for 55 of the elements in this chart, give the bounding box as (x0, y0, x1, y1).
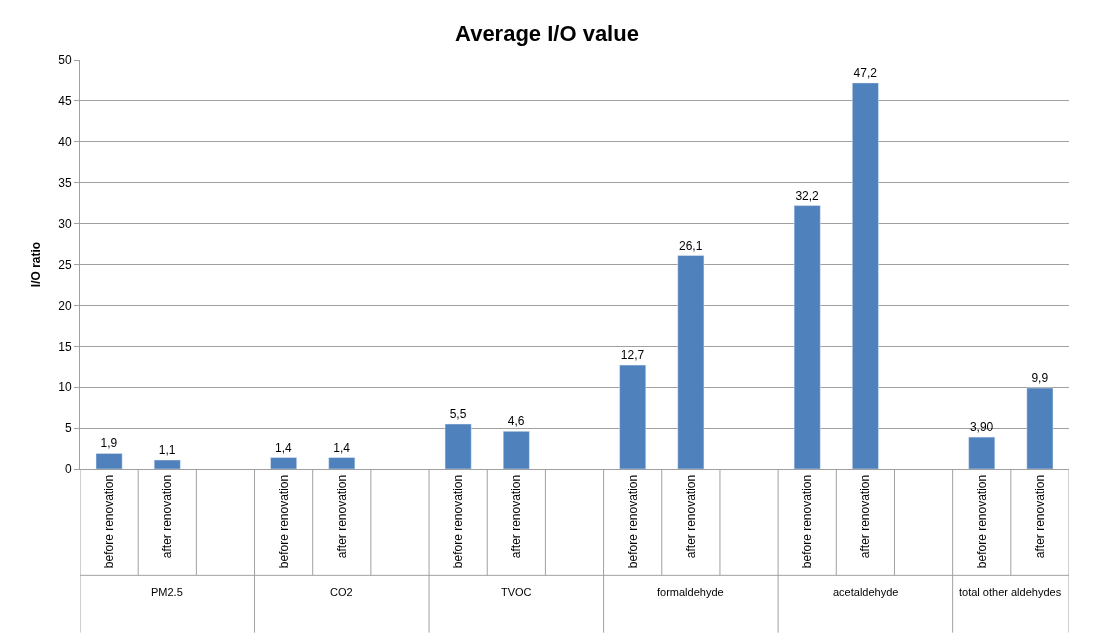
text: acetaldehyde (833, 586, 899, 598)
x-tick-label: after renovation (858, 474, 873, 559)
bar (328, 457, 356, 469)
text: total other aldehydes (959, 586, 1062, 598)
data-label: 12,7 (620, 348, 645, 363)
text: formaldehyde (657, 586, 724, 598)
bar (95, 453, 123, 469)
y-tick-label: 25 (58, 257, 72, 272)
x-tick-label: before renovation (276, 474, 291, 569)
data-label: 3,90 (969, 420, 994, 435)
text: PM2.5 (151, 586, 183, 598)
y-axis-title: I/O ratio (28, 241, 43, 288)
data-label: 47,2 (853, 65, 878, 80)
bar (270, 457, 297, 469)
y-tick-label: 30 (58, 216, 72, 231)
data-label: 26,1 (679, 238, 703, 253)
y-tick-label: 5 (64, 421, 72, 436)
bar (502, 431, 530, 469)
x-tick-label: after renovation (683, 474, 698, 559)
data-label: 1,1 (158, 443, 176, 457)
text: TVOC (501, 586, 532, 598)
y-tick-label: 15 (58, 339, 72, 354)
bar (793, 205, 821, 469)
bar (153, 459, 181, 469)
y-tick-label: 40 (58, 135, 72, 149)
y-tick-label: 45 (58, 94, 72, 109)
y-tick-label: 50 (58, 53, 72, 68)
x-tick-label: before renovation (101, 474, 116, 569)
x-tick-label: after renovation (1032, 474, 1047, 559)
x-tick-label: before renovation (974, 474, 989, 569)
text: CO2 (330, 586, 353, 598)
bar (968, 436, 996, 469)
bar (444, 423, 472, 469)
y-tick-label: 0 (64, 462, 72, 477)
data-label: 5,5 (449, 407, 467, 422)
x-tick-label: after renovation (334, 474, 349, 559)
data-label: 1,4 (333, 440, 351, 455)
bar (619, 364, 647, 469)
data-label: 4,6 (507, 414, 525, 429)
x-tick-label: before renovation (800, 474, 815, 569)
bar (677, 255, 705, 469)
y-tick-label: 20 (58, 298, 72, 313)
y-tick-label: 10 (58, 380, 72, 395)
x-tick-label: after renovation (509, 474, 524, 559)
y-tick-label: 35 (58, 175, 72, 190)
bar (852, 82, 879, 469)
data-label: 1,4 (275, 440, 293, 455)
data-label: 9,9 (1031, 371, 1049, 386)
x-tick-label: after renovation (160, 474, 175, 559)
x-tick-label: before renovation (451, 474, 466, 569)
x-tick-label: before renovation (625, 474, 640, 569)
bar (1026, 387, 1054, 469)
data-label: 32,2 (795, 188, 820, 203)
data-label: 1,9 (100, 436, 118, 451)
chart-title: Average I/O value (455, 21, 639, 47)
